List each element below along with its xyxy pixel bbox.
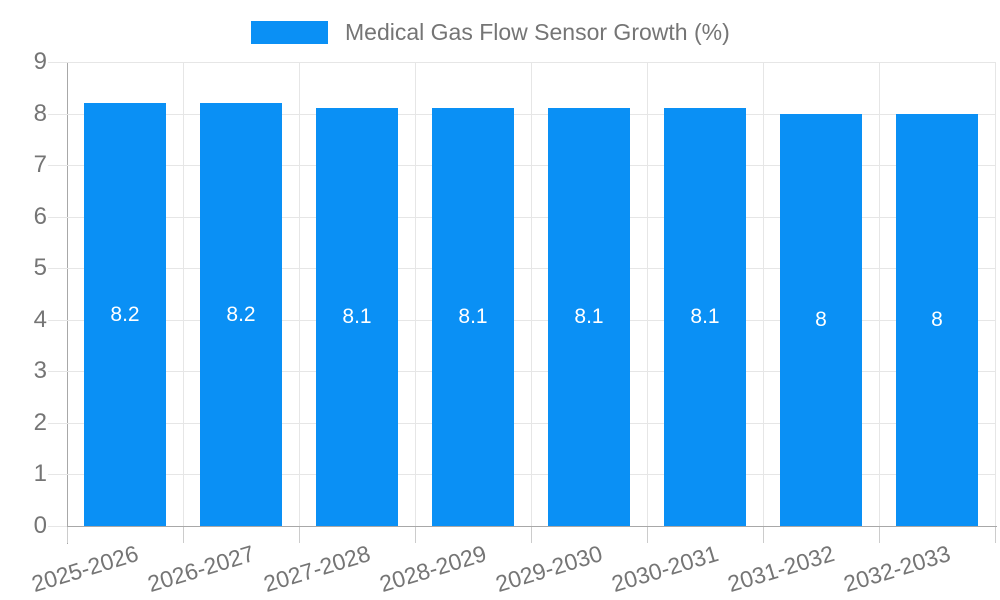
y-tick-label: 7 (33, 151, 47, 179)
y-tick-mark (48, 268, 67, 270)
y-tick-mark (48, 371, 67, 373)
bar[interactable] (84, 103, 166, 526)
y-tick-label: 9 (33, 48, 47, 75)
x-tick-label: 2027-2028 (260, 540, 374, 598)
legend-series-label: Medical Gas Flow Sensor Growth (%) (345, 19, 730, 45)
chart-legend[interactable]: Medical Gas Flow Sensor Growth (%) (251, 20, 730, 45)
y-tick-label: 2 (33, 408, 47, 436)
x-tick-label: 2026-2027 (144, 540, 258, 598)
v-gridline (647, 62, 648, 526)
y-tick-label: 5 (33, 254, 47, 282)
v-gridline (415, 62, 416, 526)
x-tick-mark (763, 527, 764, 543)
y-tick-label: 3 (33, 357, 47, 385)
y-tick-label: 4 (33, 305, 47, 333)
y-tick-mark (48, 165, 67, 167)
v-gridline (299, 62, 300, 526)
y-tick-label: 6 (33, 202, 47, 230)
y-tick-label: 1 (33, 460, 47, 488)
plot-area: 8.2 8.2 8.1 8.1 8.1 8.1 8 8 (67, 62, 996, 526)
x-tick-mark (67, 527, 68, 543)
x-tick-label: 2032-2033 (840, 540, 954, 598)
v-gridline (183, 62, 184, 526)
v-gridline (531, 62, 532, 526)
x-tick-mark (647, 527, 648, 543)
y-tick-mark (48, 319, 67, 321)
bar[interactable] (780, 113, 862, 526)
x-tick-label: 2030-2031 (608, 540, 722, 598)
v-gridline (879, 62, 880, 526)
bar[interactable] (896, 113, 978, 526)
bar[interactable] (432, 108, 514, 526)
y-tick-mark (48, 113, 67, 115)
y-tick-mark (48, 526, 67, 527)
y-tick-mark (48, 474, 67, 476)
bar[interactable] (548, 108, 630, 526)
x-tick-mark (531, 527, 532, 543)
y-tick-mark (48, 216, 67, 218)
x-tick-mark (995, 527, 996, 543)
x-tick-mark (299, 527, 300, 543)
x-tick-mark (183, 527, 184, 543)
v-gridline (995, 62, 996, 526)
x-tick-mark (415, 527, 416, 543)
x-tick-label: 2025-2026 (28, 540, 142, 598)
x-axis-line (48, 526, 997, 527)
x-tick-label: 2028-2029 (376, 540, 490, 598)
x-tick-label: 2029-2030 (492, 540, 606, 598)
y-tick-mark (48, 422, 67, 424)
x-tick-mark (879, 527, 880, 543)
x-tick-label: 2031-2032 (724, 540, 838, 598)
y-tick-label: 0 (33, 512, 47, 539)
y-axis-line (67, 62, 68, 544)
y-tick-mark (48, 62, 67, 63)
bar[interactable] (664, 108, 746, 526)
v-gridline (763, 62, 764, 526)
bar[interactable] (316, 108, 398, 526)
y-tick-label: 8 (33, 99, 47, 127)
legend-series-marker (251, 21, 328, 44)
bar[interactable] (200, 103, 282, 526)
